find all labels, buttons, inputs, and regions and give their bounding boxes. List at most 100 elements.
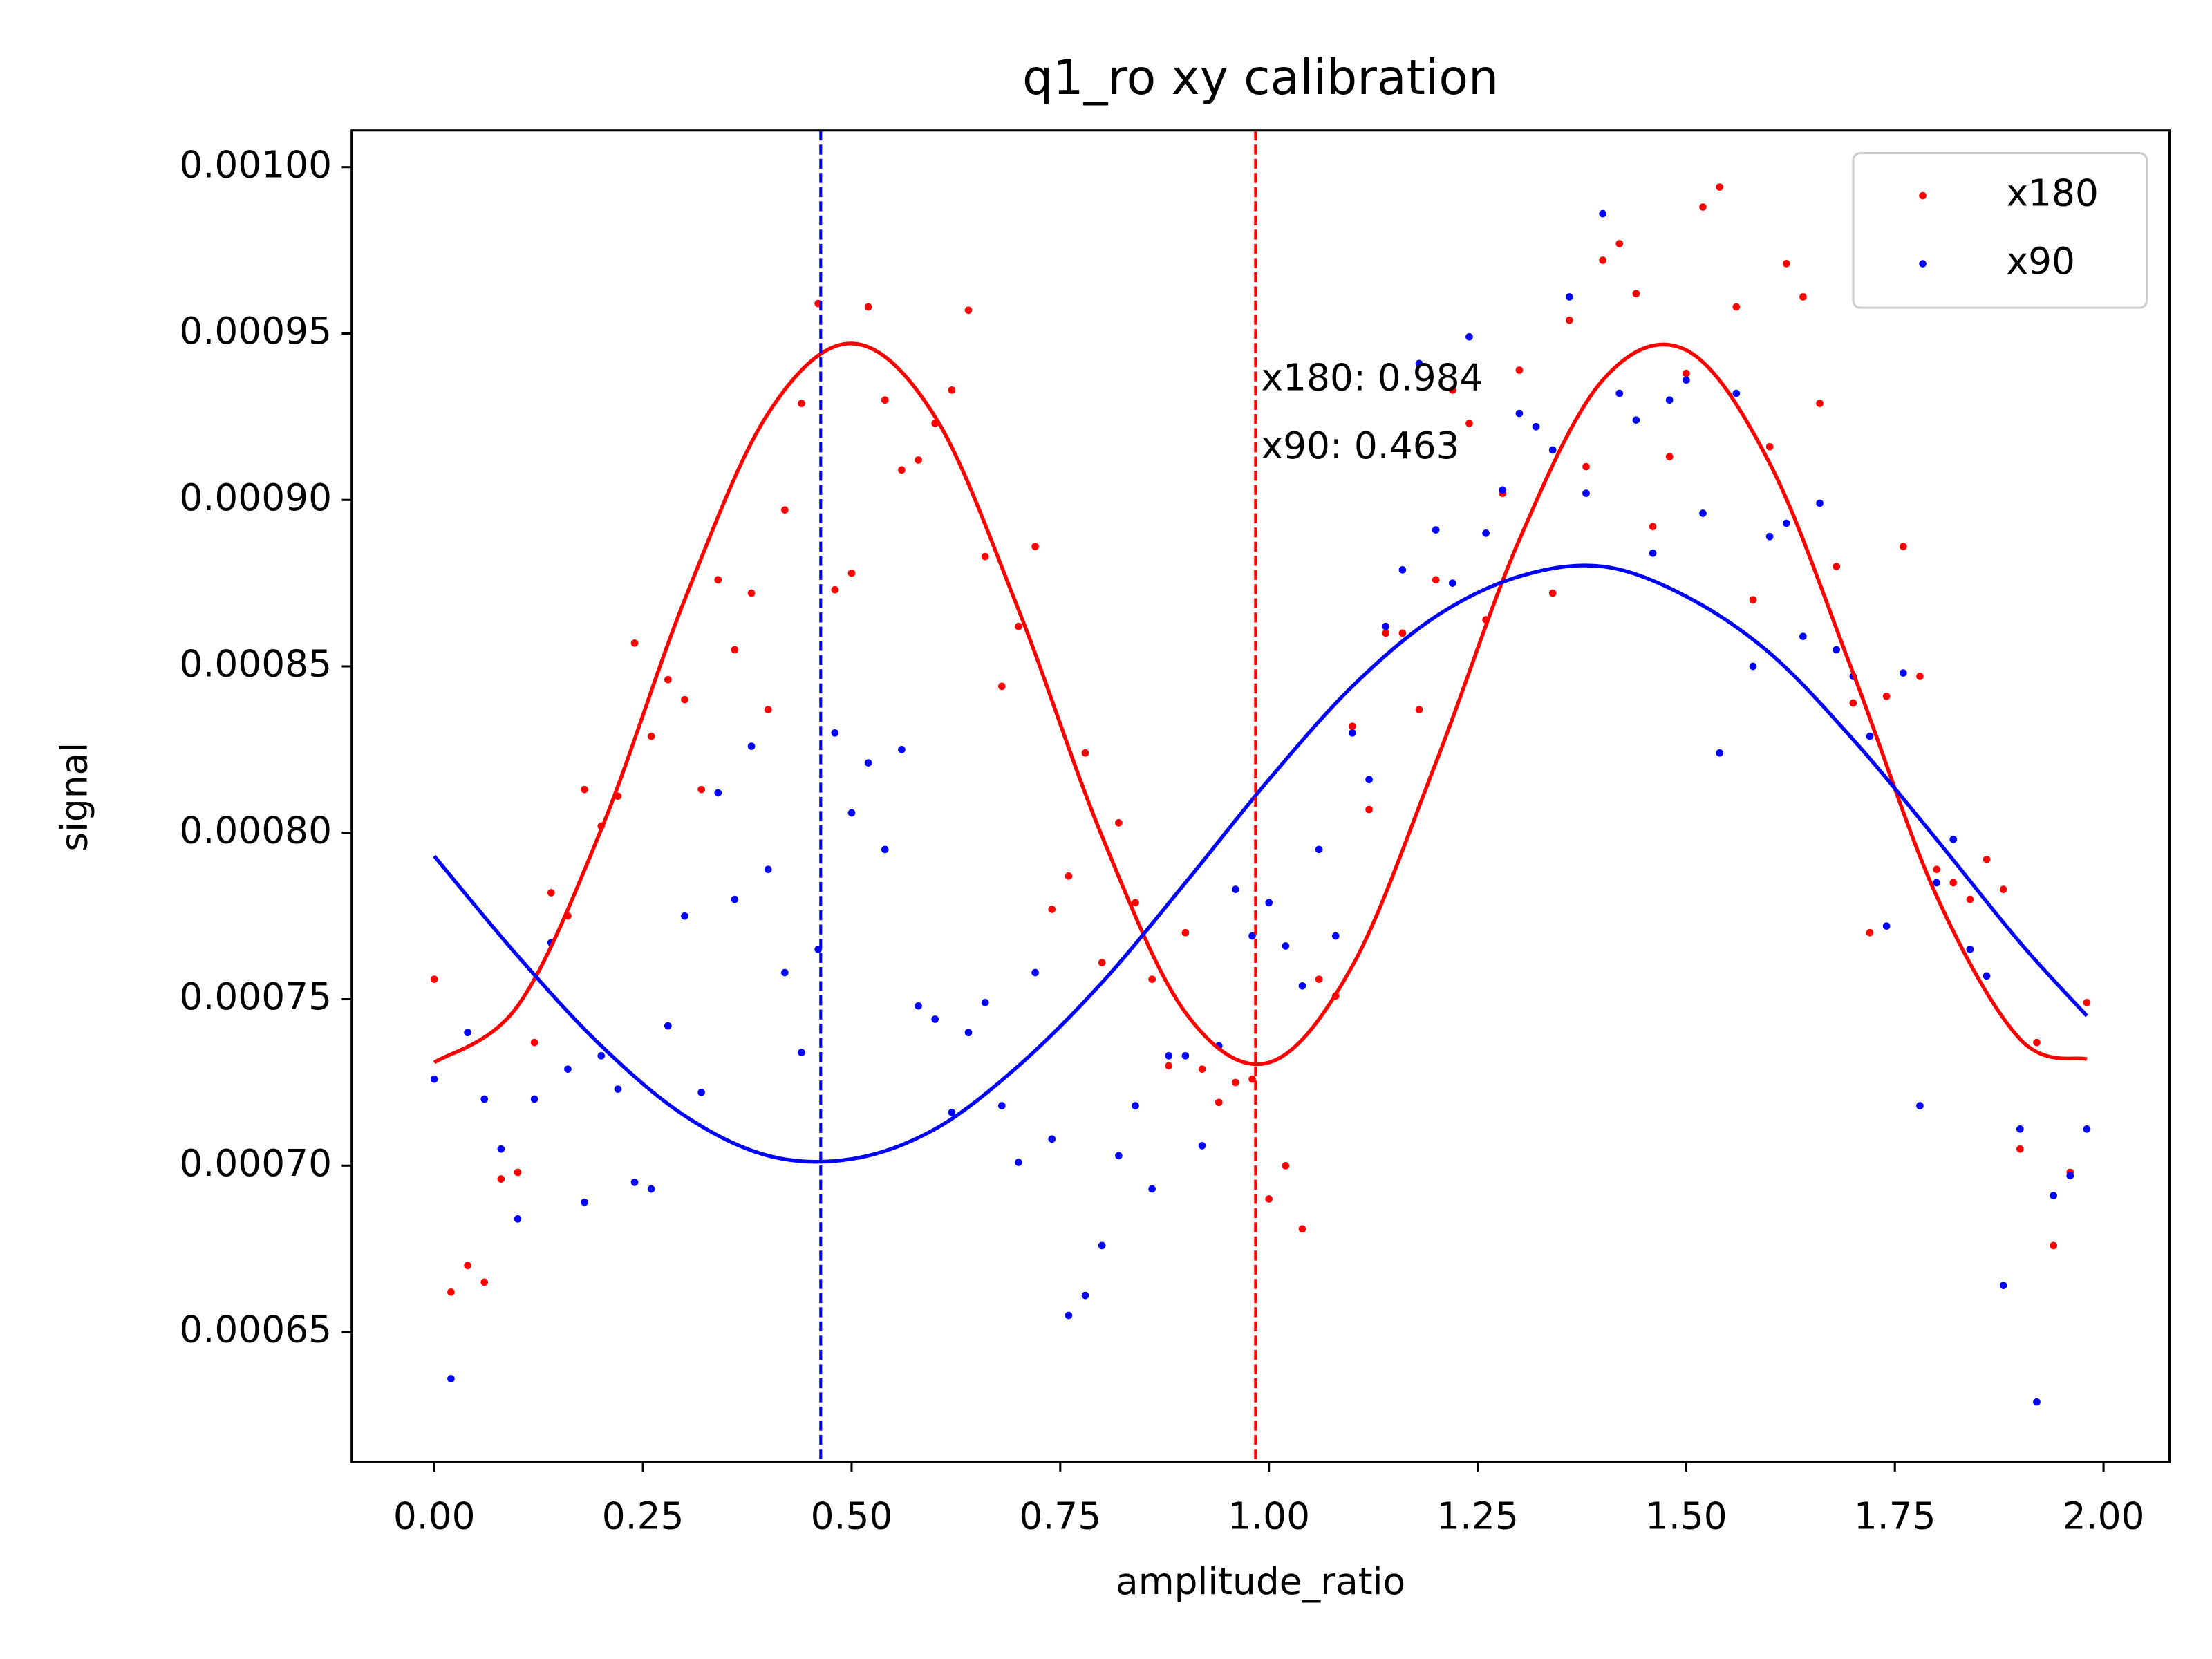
x-axis-label: amplitude_ratio [1116, 1559, 1405, 1603]
data-point [2050, 1241, 2057, 1250]
data-point [1599, 256, 1606, 264]
data-point [1749, 596, 1757, 604]
legend-marker [1919, 260, 1927, 268]
data-point [1983, 972, 1991, 980]
data-point [1615, 240, 1624, 247]
data-point [630, 1179, 639, 1186]
data-point [2033, 1038, 2041, 1047]
x-tick-label: 0.00 [393, 1494, 476, 1538]
data-point [1716, 183, 1723, 191]
data-point [1482, 529, 1490, 537]
data-point [1966, 945, 1974, 953]
data-point [1114, 818, 1123, 827]
data-point [881, 845, 889, 854]
data-point [1031, 968, 1039, 977]
y-tick-label: 0.00085 [179, 642, 332, 686]
data-point [1665, 396, 1674, 404]
data-point [1382, 629, 1390, 637]
data-point [898, 746, 906, 753]
data-point [530, 1095, 538, 1103]
data-point [1198, 1065, 1206, 1073]
data-point [915, 1002, 922, 1010]
data-point [1282, 942, 1290, 950]
data-point [1048, 906, 1056, 913]
data-point [1248, 932, 1256, 940]
data-point [1782, 519, 1790, 527]
data-point [1916, 673, 1924, 680]
data-point [798, 400, 805, 407]
data-point [447, 1375, 455, 1382]
data-point [1565, 316, 1573, 324]
data-point [1148, 1185, 1156, 1193]
data-point [1081, 749, 1089, 757]
data-point [964, 306, 973, 315]
data-point [1499, 486, 1507, 494]
data-point [1298, 1225, 1306, 1233]
data-point [664, 1022, 672, 1030]
data-point [1448, 386, 1456, 394]
data-point [964, 1029, 973, 1037]
data-point [798, 1049, 805, 1056]
data-point [831, 585, 839, 594]
data-point [1315, 975, 1323, 983]
data-point [514, 1168, 522, 1177]
data-point [1432, 526, 1440, 534]
annotation: x90: 0.463 [1262, 424, 1460, 467]
data-point [497, 1145, 505, 1153]
data-point [1515, 366, 1524, 374]
data-point [1198, 1142, 1206, 1150]
data-point [1749, 662, 1757, 671]
data-point [948, 1108, 956, 1116]
data-point [1632, 290, 1640, 298]
x-tick-label: 0.25 [602, 1494, 684, 1538]
data-point [1181, 1052, 1190, 1060]
data-point [614, 1085, 622, 1093]
data-point [530, 1038, 538, 1047]
data-point [464, 1262, 471, 1270]
data-point [1999, 885, 2007, 893]
data-point [1632, 416, 1640, 424]
data-point [1165, 1052, 1173, 1060]
data-point [1365, 776, 1373, 784]
data-point [2083, 1125, 2091, 1133]
data-point [948, 386, 956, 394]
data-point [864, 759, 872, 767]
legend-label: x180 [2007, 171, 2099, 215]
data-point [1248, 1075, 1256, 1083]
data-point [1048, 1135, 1056, 1143]
data-point [564, 1065, 572, 1073]
data-point [981, 999, 989, 1006]
data-point [1732, 303, 1741, 311]
data-point [1165, 1062, 1173, 1070]
data-point [1816, 400, 1824, 407]
data-point [697, 785, 705, 794]
data-point [1349, 729, 1356, 737]
y-axis-label: signal [52, 742, 95, 852]
data-point [747, 589, 756, 597]
data-point [864, 303, 872, 311]
data-point [764, 865, 772, 874]
data-point [731, 895, 739, 903]
data-point [1966, 895, 1974, 903]
data-point [1265, 1195, 1273, 1203]
data-point [898, 466, 906, 474]
data-point [480, 1278, 489, 1286]
data-point [1415, 359, 1423, 368]
data-point [1232, 1078, 1239, 1087]
data-point [514, 1215, 522, 1223]
data-point [1331, 932, 1340, 940]
data-point [714, 576, 722, 584]
data-point [2016, 1145, 2024, 1153]
data-point [2066, 1172, 2074, 1180]
x-tick-label: 1.50 [1645, 1494, 1727, 1538]
data-point [547, 889, 555, 897]
data-point [1515, 409, 1524, 418]
data-point [1114, 1152, 1123, 1160]
data-point [881, 396, 889, 404]
legend-label: x90 [2007, 239, 2075, 283]
data-point [664, 675, 672, 684]
x-tick-label: 1.00 [1228, 1494, 1310, 1538]
data-point [1532, 422, 1540, 431]
data-point [1065, 872, 1073, 880]
data-point [1098, 959, 1106, 966]
